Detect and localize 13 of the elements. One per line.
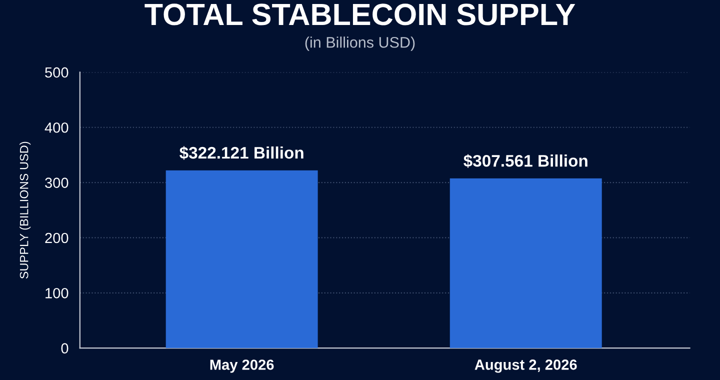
y-tick-label: 0 <box>61 343 68 354</box>
y-tick-label: 400 <box>44 122 68 133</box>
chart-subtitle: (in Billions USD) <box>305 36 415 51</box>
y-tick-label: 200 <box>45 232 68 244</box>
x-tick-label: August 2, 2026 <box>474 360 577 373</box>
y-tick-label: 100 <box>46 288 68 298</box>
y-tick-label: 500 <box>45 67 68 78</box>
data-label: $322.121 Billion <box>180 146 304 160</box>
y-axis-title: SUPPLY (BILLIONS USD) <box>20 142 31 279</box>
chart-title: TOTAL STABLECOIN SUPPLY <box>144 4 576 26</box>
x-tick-label: May 2026 <box>210 360 274 373</box>
y-tick-label: 300 <box>45 178 68 188</box>
data-label: $307.561 Billion <box>464 154 588 168</box>
